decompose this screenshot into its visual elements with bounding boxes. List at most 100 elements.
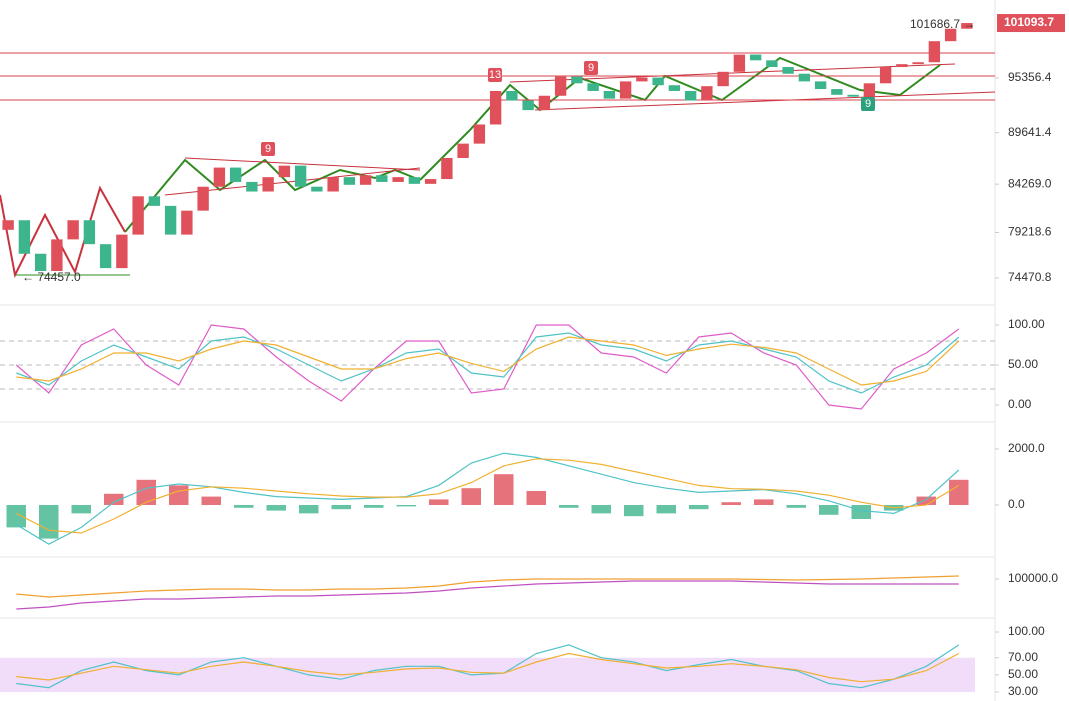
band bbox=[0, 657, 975, 693]
y-tick-label: 2000.0 bbox=[1008, 441, 1045, 455]
histogram-bar bbox=[71, 504, 91, 514]
y-tick-label: 100000.0 bbox=[1008, 571, 1058, 585]
histogram-bar bbox=[624, 504, 644, 517]
annotation: 9 bbox=[265, 143, 271, 155]
candle bbox=[311, 186, 323, 192]
y-tick-label: 95356.4 bbox=[1008, 70, 1052, 84]
histogram-bar bbox=[461, 488, 481, 505]
histogram-bar bbox=[364, 504, 384, 508]
marker-box bbox=[488, 68, 502, 82]
y-tick-label: 50.00 bbox=[1008, 357, 1038, 371]
candle bbox=[181, 210, 193, 235]
candle bbox=[294, 165, 307, 187]
histogram-bar bbox=[299, 504, 319, 514]
y-tick-label: 79218.6 bbox=[1008, 225, 1052, 239]
candle bbox=[717, 71, 729, 87]
current-price: 101093.7 bbox=[1004, 15, 1054, 29]
candle bbox=[701, 86, 713, 101]
marker-box bbox=[261, 142, 275, 156]
y-tick-label: 30.00 bbox=[1008, 684, 1038, 698]
candle bbox=[278, 165, 291, 178]
candle bbox=[18, 220, 31, 254]
indicator-line bbox=[16, 332, 960, 394]
annotation: 101686.7 → bbox=[910, 17, 975, 31]
candle bbox=[2, 220, 14, 230]
indicator-line bbox=[16, 652, 960, 683]
channel bbox=[534, 91, 996, 111]
candle bbox=[814, 81, 827, 90]
histogram-bar bbox=[786, 504, 806, 508]
indicator-line bbox=[16, 458, 960, 534]
candle bbox=[246, 181, 258, 192]
candle bbox=[473, 124, 486, 144]
candle bbox=[213, 167, 226, 187]
candle bbox=[262, 177, 274, 192]
candle bbox=[961, 23, 973, 29]
candle bbox=[879, 67, 892, 84]
histogram-bar bbox=[39, 504, 59, 539]
histogram-bar bbox=[104, 493, 124, 505]
candle bbox=[668, 85, 681, 91]
histogram-bar bbox=[429, 499, 449, 505]
histogram-bar bbox=[494, 474, 514, 505]
candle bbox=[376, 175, 388, 182]
indicator-line bbox=[16, 575, 959, 598]
y-tick-label: 50.00 bbox=[1008, 667, 1038, 681]
histogram-bar bbox=[526, 490, 546, 505]
histogram-bar bbox=[656, 504, 676, 514]
histogram-bar bbox=[331, 504, 351, 510]
y-tick-label: 74470.8 bbox=[1008, 270, 1052, 284]
candle bbox=[587, 83, 599, 91]
candle bbox=[229, 167, 242, 182]
candle bbox=[197, 186, 209, 211]
channel bbox=[509, 63, 956, 83]
candle bbox=[408, 177, 421, 184]
histogram-bar bbox=[949, 479, 969, 505]
candle bbox=[652, 77, 664, 86]
y-tick-label: 84269.0 bbox=[1008, 176, 1052, 190]
y-tick-label: 0.00 bbox=[1008, 397, 1032, 411]
indicator-line bbox=[16, 580, 959, 610]
candle bbox=[392, 177, 404, 182]
candle bbox=[132, 196, 144, 235]
histogram-bar bbox=[689, 504, 709, 510]
indicator-line bbox=[15, 324, 960, 410]
candle bbox=[164, 205, 177, 235]
annotation: 13 bbox=[489, 69, 501, 81]
candle bbox=[863, 83, 876, 97]
candle bbox=[619, 81, 632, 99]
y-tick-label: 0.0 bbox=[1008, 497, 1025, 511]
candle bbox=[766, 60, 778, 68]
panel-separators bbox=[0, 0, 996, 701]
candle bbox=[684, 90, 697, 101]
candle bbox=[424, 179, 437, 184]
candle bbox=[327, 177, 339, 192]
y-tick-label: 100.00 bbox=[1008, 317, 1045, 331]
candle bbox=[522, 100, 534, 111]
histogram-bar bbox=[819, 504, 839, 515]
y-tick-label: 89641.4 bbox=[1008, 125, 1052, 139]
histogram-bar bbox=[6, 504, 26, 528]
histogram-bar bbox=[169, 485, 189, 505]
candle bbox=[51, 239, 63, 271]
candle bbox=[798, 73, 811, 82]
zigzag bbox=[124, 158, 421, 233]
candle bbox=[116, 234, 128, 269]
candle bbox=[538, 95, 551, 111]
histogram-bar bbox=[559, 504, 579, 508]
candle bbox=[733, 54, 746, 72]
candle bbox=[912, 62, 924, 65]
candle bbox=[67, 220, 79, 240]
y-tick-label: 100.00 bbox=[1008, 624, 1045, 638]
candle bbox=[506, 90, 518, 101]
candle bbox=[148, 196, 161, 206]
candle bbox=[831, 89, 843, 95]
annotation: 9 bbox=[865, 98, 871, 110]
channel-lines bbox=[164, 63, 996, 196]
histogram-bar bbox=[591, 504, 611, 514]
candle bbox=[603, 90, 616, 99]
indicator-line bbox=[16, 644, 960, 689]
candle bbox=[343, 177, 356, 185]
